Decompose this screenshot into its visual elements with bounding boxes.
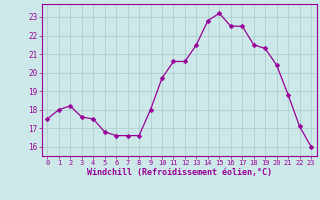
X-axis label: Windchill (Refroidissement éolien,°C): Windchill (Refroidissement éolien,°C): [87, 168, 272, 177]
